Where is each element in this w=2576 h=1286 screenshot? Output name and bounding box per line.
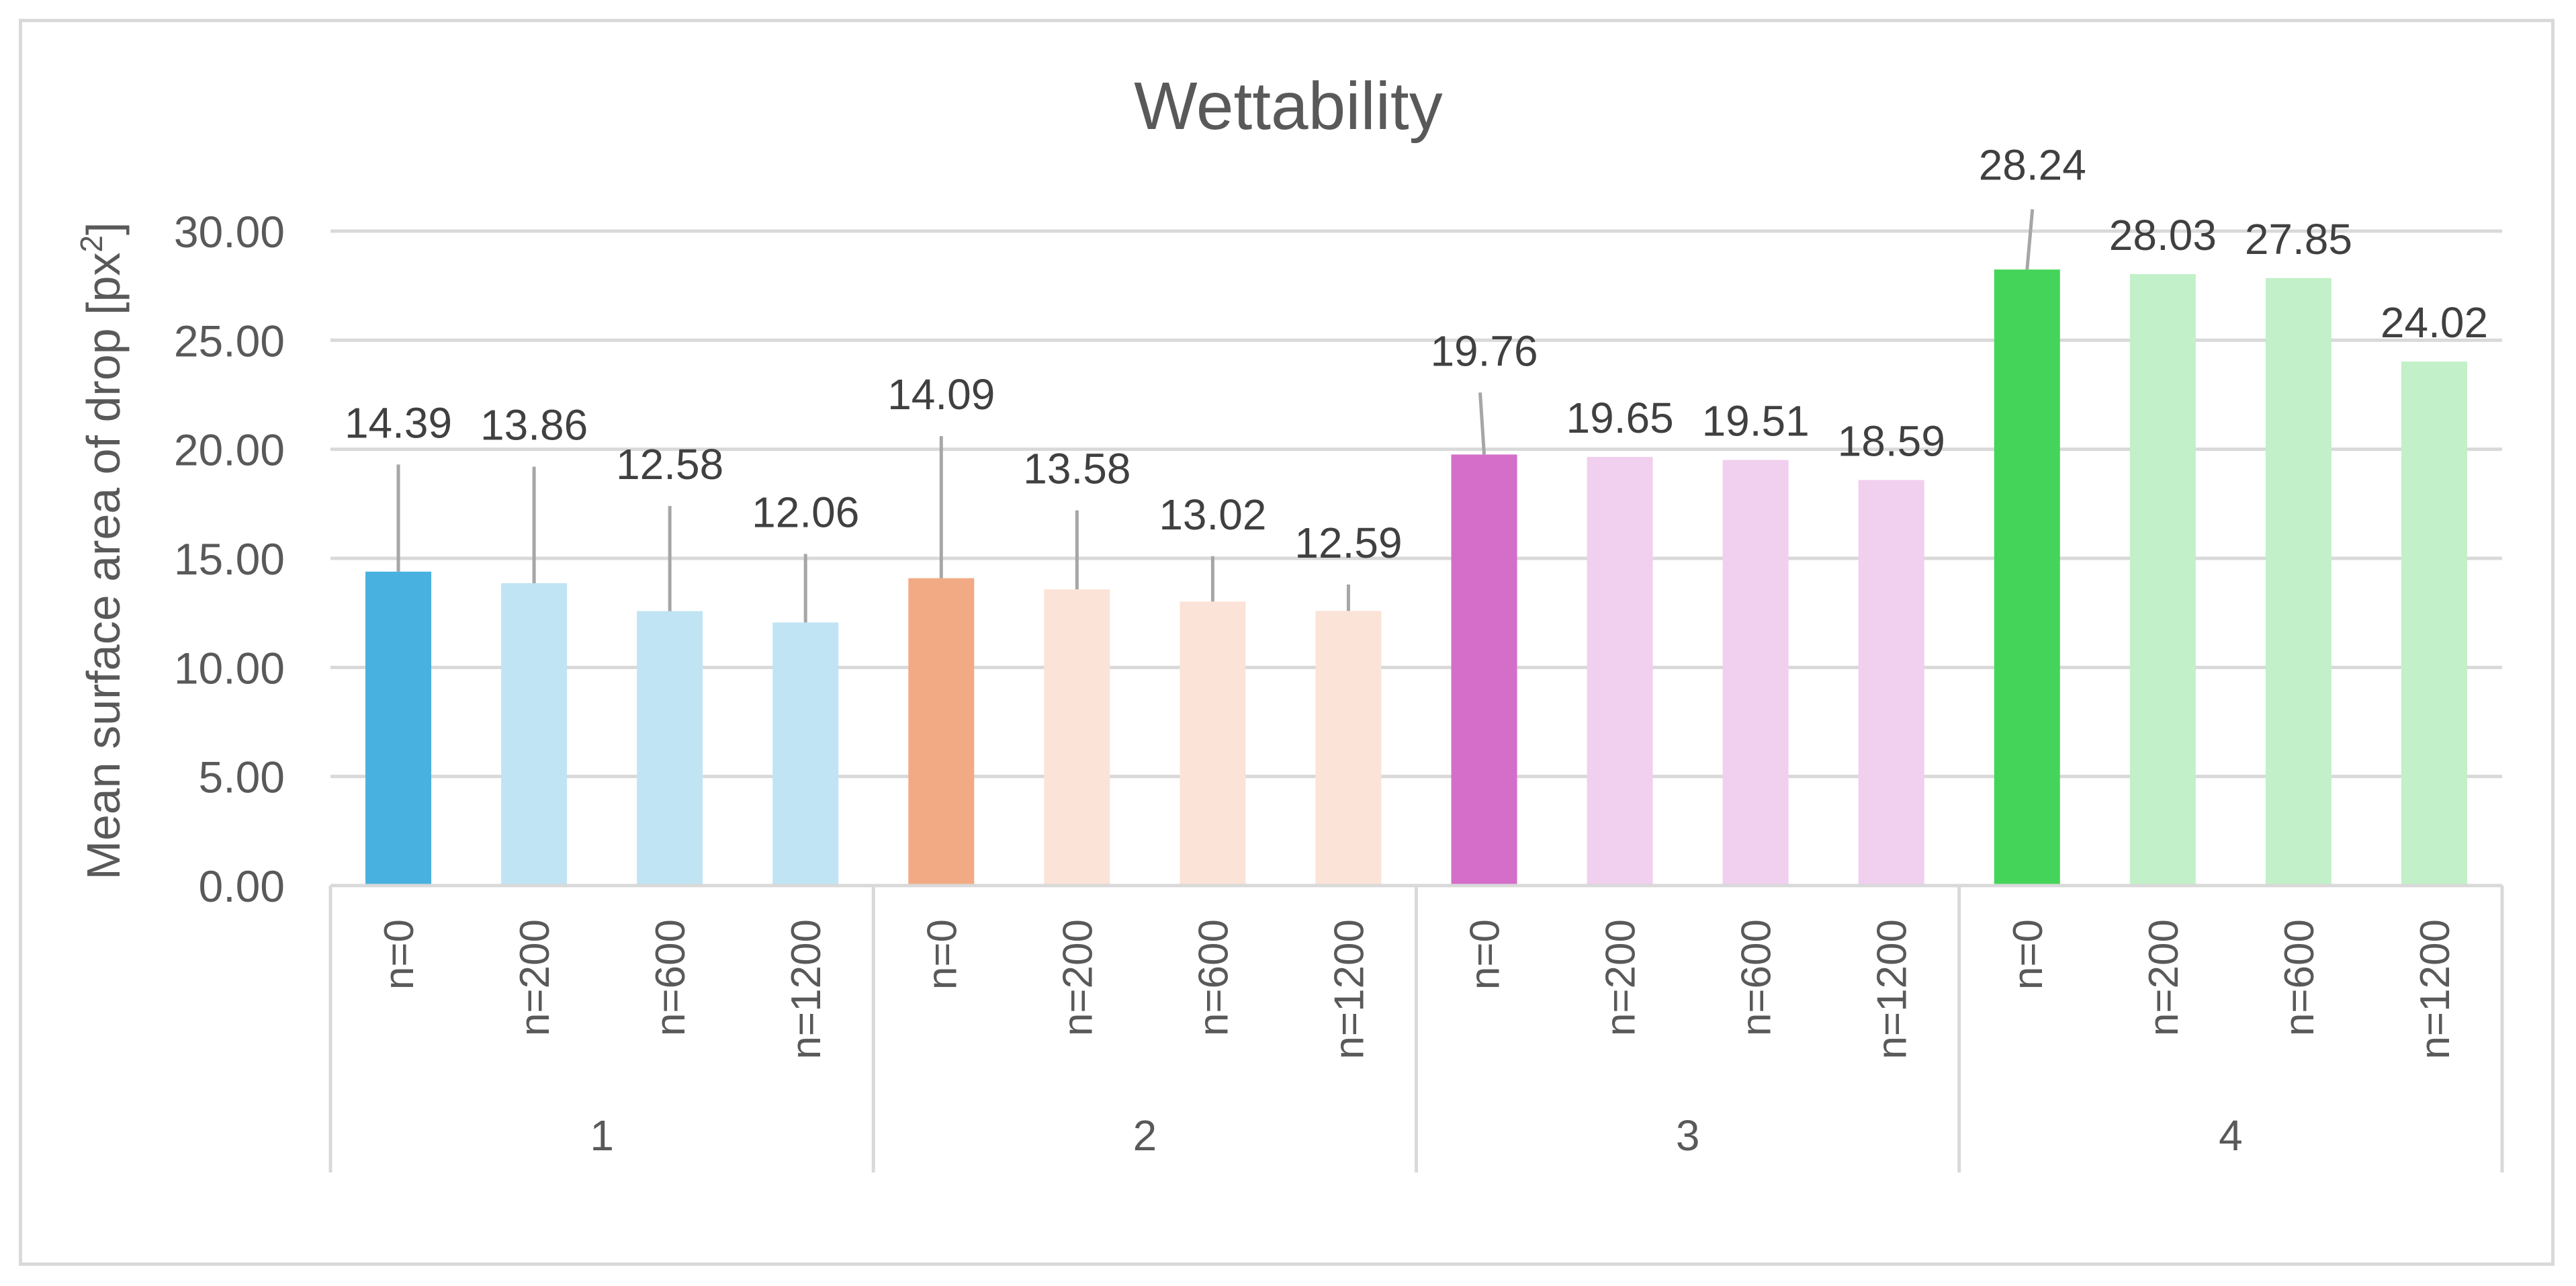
data-label: 12.59 xyxy=(1294,519,1402,567)
data-label: 13.86 xyxy=(480,401,588,449)
bar xyxy=(908,578,975,886)
bar xyxy=(1994,269,2060,886)
x-tick-label: n=0 xyxy=(2005,919,2051,990)
x-tick-label: n=200 xyxy=(512,919,558,1036)
y-tick-label: 30.00 xyxy=(174,207,285,257)
data-label: 28.03 xyxy=(2109,211,2217,259)
bar xyxy=(1451,454,1517,886)
data-label: 12.06 xyxy=(752,488,859,537)
bar xyxy=(1315,611,1382,886)
bar xyxy=(1722,460,1789,886)
data-labels: 14.39 13.86 12.58 12.06 14.09 13.58 13.02 12.59… xyxy=(345,141,2488,567)
x-tick-label: n=200 xyxy=(2141,919,2187,1036)
bars xyxy=(365,269,2467,886)
x-tick-label: n=1200 xyxy=(1326,919,1372,1060)
data-label: 18.59 xyxy=(1838,417,1945,465)
x-tick-label: n=600 xyxy=(2276,919,2323,1036)
bar xyxy=(1180,601,1246,886)
y-tick-label: 0.00 xyxy=(199,861,285,911)
x-axis: n=0 n=200 n=600 n=1200 n=0 n=200 n=600 n=1200 n=… xyxy=(328,884,2504,1172)
bar xyxy=(637,611,703,886)
data-label: 12.58 xyxy=(616,440,723,488)
data-label: 13.02 xyxy=(1159,490,1266,539)
x-tick-label: n=1200 xyxy=(1869,919,1916,1060)
x-tick-label: n=600 xyxy=(1190,919,1237,1036)
bar xyxy=(2129,273,2196,886)
bar xyxy=(1587,457,1653,886)
group-label: 1 xyxy=(590,1111,614,1160)
x-tick-label: n=0 xyxy=(919,919,965,990)
bar xyxy=(2401,361,2467,886)
group-label: 3 xyxy=(1676,1111,1700,1160)
y-tick-label: 5.00 xyxy=(199,753,285,802)
x-tick-label: n=1200 xyxy=(2412,919,2458,1060)
group-label: 2 xyxy=(1133,1111,1157,1160)
data-label: 19.65 xyxy=(1566,394,1674,442)
y-tick-label: 25.00 xyxy=(174,316,285,366)
data-label: 19.51 xyxy=(1702,397,1810,445)
y-tick-label: 15.00 xyxy=(174,534,285,584)
y-tick-label: 10.00 xyxy=(174,643,285,693)
data-label: 19.76 xyxy=(1430,327,1538,375)
data-label: 27.85 xyxy=(2245,215,2352,263)
bar xyxy=(501,583,568,886)
data-label: 28.24 xyxy=(1979,141,2086,189)
bar xyxy=(772,622,839,886)
x-tick-label: n=0 xyxy=(376,919,423,990)
x-tick-label: n=600 xyxy=(648,919,694,1036)
x-tick-label: n=0 xyxy=(1462,919,1509,990)
data-label: 14.09 xyxy=(887,370,995,419)
y-axis-label: Mean surface area of drop [px2] xyxy=(74,222,130,880)
group-label: 4 xyxy=(2219,1111,2243,1160)
data-label: 24.02 xyxy=(2381,298,2488,347)
y-axis-ticks: 0.00 5.00 10.00 15.00 20.00 25.00 30.00 xyxy=(174,207,285,911)
bar xyxy=(2265,277,2331,886)
error-bars xyxy=(396,209,2035,623)
bar xyxy=(1044,589,1110,886)
x-tick-label: n=1200 xyxy=(783,919,830,1060)
bar xyxy=(365,571,432,886)
error-bar xyxy=(1478,392,1486,455)
data-label: 14.39 xyxy=(345,398,452,447)
bar xyxy=(1858,480,1924,886)
x-tick-label: n=600 xyxy=(1734,919,1780,1036)
data-label: 13.58 xyxy=(1023,445,1130,493)
chart-title: Wettability xyxy=(1134,69,1442,144)
y-tick-label: 20.00 xyxy=(174,425,285,475)
x-tick-label: n=200 xyxy=(1598,919,1644,1036)
error-bar xyxy=(2025,209,2035,270)
x-tick-label: n=200 xyxy=(1055,919,1101,1036)
